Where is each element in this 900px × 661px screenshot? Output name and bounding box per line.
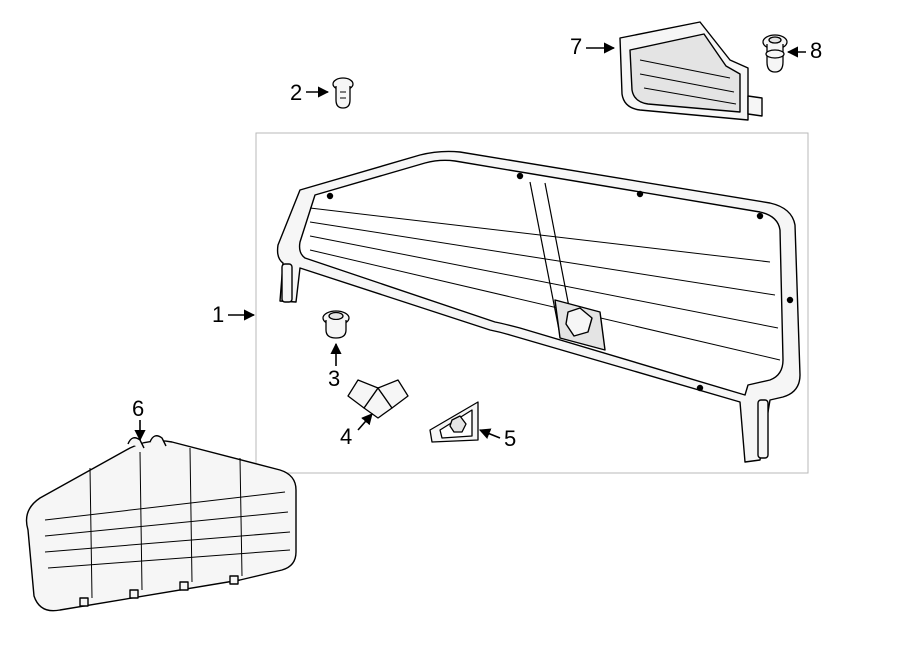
air-guide-panel	[620, 22, 762, 120]
panel-clip	[763, 35, 787, 72]
callout-8: 8	[810, 38, 822, 64]
callout-3: 3	[328, 366, 340, 392]
diagram-svg	[0, 0, 900, 661]
callout-7: 7	[570, 34, 582, 60]
emblem-front	[348, 380, 408, 418]
callout-2: 2	[290, 80, 302, 106]
emblem-nut	[323, 311, 349, 338]
emblem-base	[430, 402, 478, 442]
callout-1: 1	[212, 302, 224, 328]
grille-clip	[333, 78, 353, 108]
parts-diagram: 1 2 3 4 5 6 7 8	[0, 0, 900, 661]
callout-5: 5	[504, 426, 516, 452]
upper-grille-assembly	[278, 151, 800, 462]
callout-4: 4	[340, 424, 352, 450]
callout-6: 6	[132, 396, 144, 422]
